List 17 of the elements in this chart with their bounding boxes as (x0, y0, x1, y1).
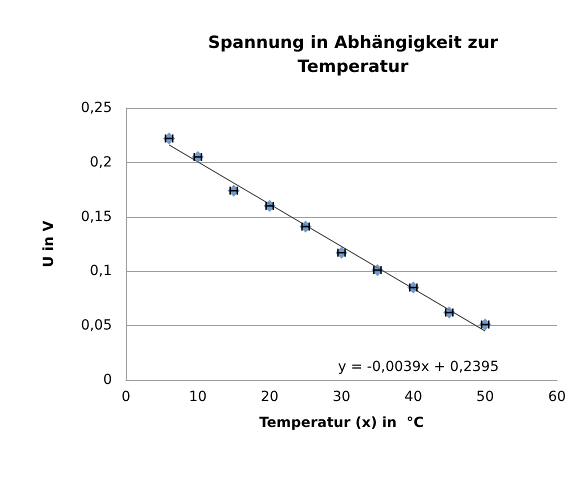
y-tick-label: 0,25 (80, 100, 112, 116)
x-tick-label: 60 (548, 389, 566, 405)
x-tick-label: 40 (404, 389, 422, 405)
x-tick-label: 20 (260, 389, 279, 405)
y-axis-title: U in V (41, 220, 57, 268)
x-tick-label: 0 (122, 389, 130, 405)
y-tick-label: 0,15 (80, 208, 112, 225)
x-tick-label: 50 (476, 389, 494, 405)
y-tick-label: 0,05 (80, 318, 112, 334)
annotation: y = -0,0039x + 0,2395 (338, 359, 499, 375)
y-tick-label: 0,1 (90, 263, 112, 280)
x-tick-label: 10 (188, 389, 207, 405)
x-axis-title: Temperatur (x) in °C (259, 415, 424, 431)
y-tick-label: 0 (103, 372, 112, 388)
x-tick-label: 30 (332, 389, 350, 405)
y-tick-label: 0,2 (90, 154, 112, 170)
chart-title: Spannung in Abhängigkeit zur Temperatur (208, 33, 499, 77)
